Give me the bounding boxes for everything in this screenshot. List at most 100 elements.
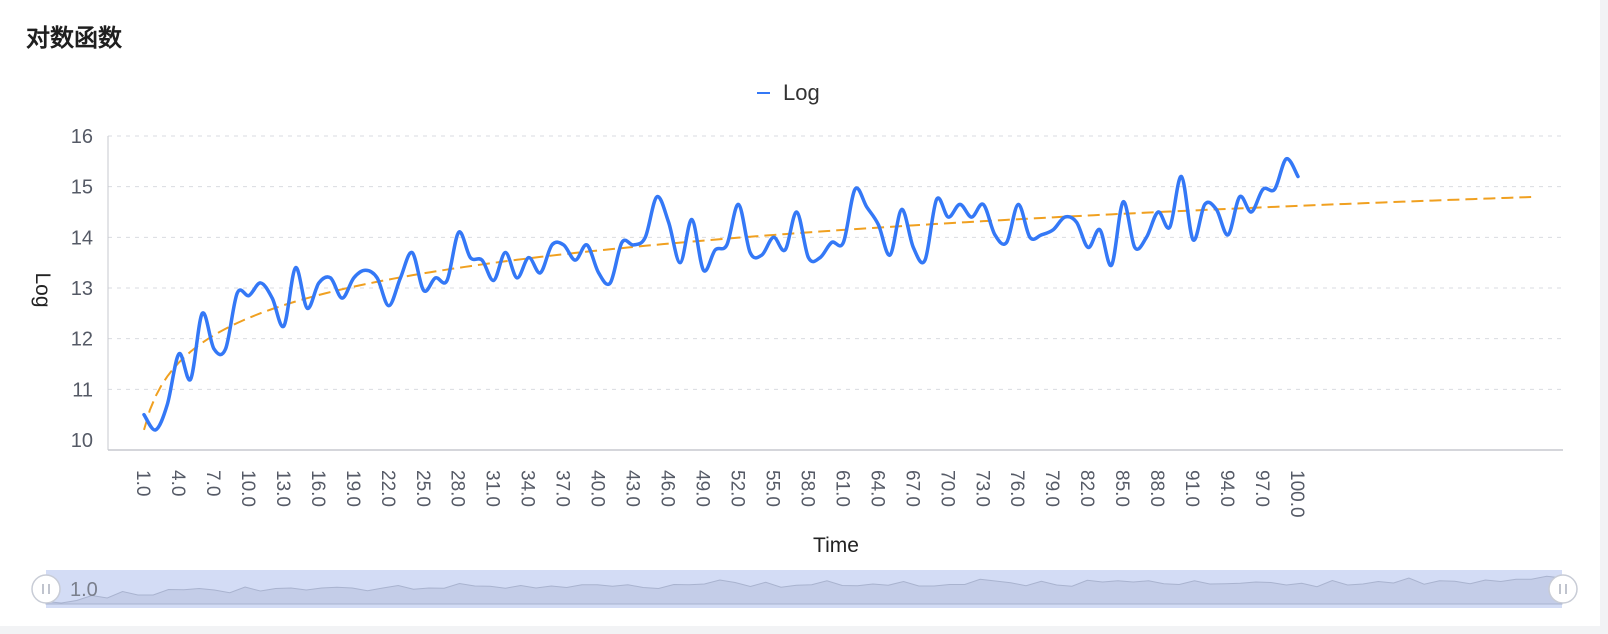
data-point[interactable] <box>981 202 985 206</box>
data-point[interactable] <box>515 276 519 280</box>
data-point[interactable] <box>1051 228 1055 232</box>
data-point[interactable] <box>585 243 589 247</box>
data-point[interactable] <box>445 278 449 282</box>
zoom-handle-left[interactable] <box>31 574 61 604</box>
data-point[interactable] <box>1075 220 1079 224</box>
data-point[interactable] <box>154 428 158 432</box>
data-point[interactable] <box>736 202 740 206</box>
data-point[interactable] <box>1273 187 1277 191</box>
legend-label-log[interactable]: Log <box>783 80 820 105</box>
data-point[interactable] <box>562 243 566 247</box>
data-point[interactable] <box>433 276 437 280</box>
data-point[interactable] <box>760 253 764 257</box>
data-point[interactable] <box>1040 233 1044 237</box>
data-point[interactable] <box>573 258 577 262</box>
data-point[interactable] <box>1156 210 1160 214</box>
data-point[interactable] <box>294 266 298 270</box>
data-point[interactable] <box>1238 195 1242 199</box>
data-point[interactable] <box>189 377 193 381</box>
data-point[interactable] <box>1191 238 1195 242</box>
data-point[interactable] <box>876 223 880 227</box>
data-point[interactable] <box>247 294 251 298</box>
zoom-handle-right-knob[interactable] <box>1548 574 1578 604</box>
data-point[interactable] <box>748 251 752 255</box>
data-point[interactable] <box>1016 202 1020 206</box>
data-point[interactable] <box>783 248 787 252</box>
data-point[interactable] <box>632 243 636 247</box>
data-zoom-slider[interactable]: 1.0 <box>31 570 1578 608</box>
data-point[interactable] <box>1133 245 1137 249</box>
series-line-log[interactable] <box>142 157 1300 432</box>
data-point[interactable] <box>1086 245 1090 249</box>
data-point[interactable] <box>387 304 391 308</box>
data-point[interactable] <box>1028 235 1032 239</box>
data-point[interactable] <box>911 245 915 249</box>
data-point[interactable] <box>993 233 997 237</box>
data-point[interactable] <box>1296 175 1300 179</box>
data-point[interactable] <box>329 276 333 280</box>
data-point[interactable] <box>795 210 799 214</box>
zoom-handle-left-knob[interactable] <box>31 574 61 604</box>
data-point[interactable] <box>853 187 857 191</box>
data-point[interactable] <box>1168 225 1172 229</box>
data-point[interactable] <box>1179 175 1183 179</box>
data-point[interactable] <box>1261 187 1265 191</box>
legend[interactable]: Log <box>757 80 820 105</box>
data-point[interactable] <box>1226 233 1230 237</box>
data-point[interactable] <box>608 281 612 285</box>
data-point[interactable] <box>725 243 729 247</box>
data-point[interactable] <box>620 240 624 244</box>
data-point[interactable] <box>165 403 169 407</box>
zoom-handle-right[interactable] <box>1548 574 1578 604</box>
data-point[interactable] <box>806 256 810 260</box>
data-point[interactable] <box>224 347 228 351</box>
data-point[interactable] <box>1203 202 1207 206</box>
data-point[interactable] <box>900 207 904 211</box>
data-point[interactable] <box>935 197 939 201</box>
data-point[interactable] <box>690 218 694 222</box>
data-point[interactable] <box>678 261 682 265</box>
data-point[interactable] <box>317 281 321 285</box>
data-point[interactable] <box>830 240 834 244</box>
data-point[interactable] <box>398 276 402 280</box>
data-point[interactable] <box>492 278 496 282</box>
data-point[interactable] <box>422 289 426 293</box>
data-point[interactable] <box>503 251 507 255</box>
data-point[interactable] <box>235 291 239 295</box>
data-point[interactable] <box>457 230 461 234</box>
data-point[interactable] <box>305 306 309 310</box>
data-point[interactable] <box>865 205 869 209</box>
data-point[interactable] <box>702 268 706 272</box>
data-point[interactable] <box>946 215 950 219</box>
data-point[interactable] <box>352 276 356 280</box>
data-point[interactable] <box>1121 200 1125 204</box>
data-point[interactable] <box>550 243 554 247</box>
data-point[interactable] <box>597 271 601 275</box>
data-point[interactable] <box>1284 157 1288 161</box>
data-point[interactable] <box>1063 215 1067 219</box>
data-point[interactable] <box>643 235 647 239</box>
data-point[interactable] <box>818 256 822 260</box>
data-point[interactable] <box>527 256 531 260</box>
data-point[interactable] <box>970 215 974 219</box>
data-point[interactable] <box>1005 240 1009 244</box>
data-point[interactable] <box>1109 263 1113 267</box>
data-point[interactable] <box>468 256 472 260</box>
data-point[interactable] <box>655 195 659 199</box>
data-point[interactable] <box>841 240 845 244</box>
data-point[interactable] <box>923 258 927 262</box>
data-point[interactable] <box>1214 207 1218 211</box>
data-point[interactable] <box>1249 210 1253 214</box>
data-point[interactable] <box>282 324 286 328</box>
data-point[interactable] <box>1098 228 1102 232</box>
data-point[interactable] <box>888 253 892 257</box>
data-point[interactable] <box>771 235 775 239</box>
data-point[interactable] <box>340 296 344 300</box>
data-point[interactable] <box>212 347 216 351</box>
data-point[interactable] <box>410 251 414 255</box>
data-point[interactable] <box>259 281 263 285</box>
data-point[interactable] <box>363 268 367 272</box>
data-point[interactable] <box>958 202 962 206</box>
data-point[interactable] <box>1144 235 1148 239</box>
data-point[interactable] <box>142 413 146 417</box>
